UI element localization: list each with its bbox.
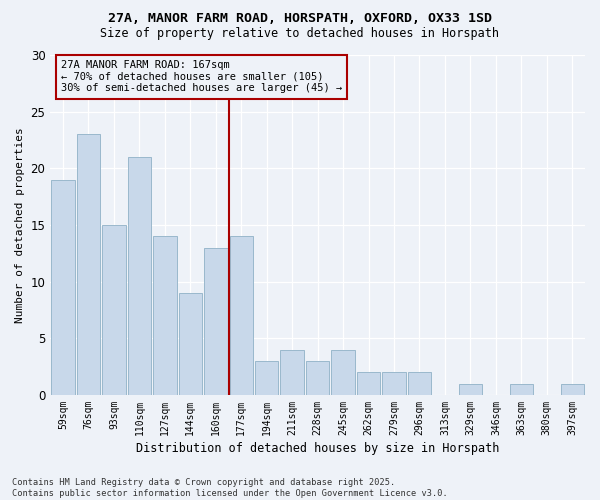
Bar — [52, 180, 75, 395]
Bar — [255, 361, 278, 395]
Bar — [408, 372, 431, 395]
Text: Contains HM Land Registry data © Crown copyright and database right 2025.
Contai: Contains HM Land Registry data © Crown c… — [12, 478, 448, 498]
Bar — [560, 384, 584, 395]
Y-axis label: Number of detached properties: Number of detached properties — [15, 127, 25, 323]
Text: 27A, MANOR FARM ROAD, HORSPATH, OXFORD, OX33 1SD: 27A, MANOR FARM ROAD, HORSPATH, OXFORD, … — [108, 12, 492, 26]
Bar — [153, 236, 176, 395]
Bar — [509, 384, 533, 395]
Bar — [204, 248, 227, 395]
Text: Size of property relative to detached houses in Horspath: Size of property relative to detached ho… — [101, 28, 499, 40]
Bar — [459, 384, 482, 395]
Bar — [357, 372, 380, 395]
X-axis label: Distribution of detached houses by size in Horspath: Distribution of detached houses by size … — [136, 442, 499, 455]
Bar — [331, 350, 355, 395]
Bar — [306, 361, 329, 395]
Text: 27A MANOR FARM ROAD: 167sqm
← 70% of detached houses are smaller (105)
30% of se: 27A MANOR FARM ROAD: 167sqm ← 70% of det… — [61, 60, 342, 94]
Bar — [102, 225, 125, 395]
Bar — [382, 372, 406, 395]
Bar — [128, 157, 151, 395]
Bar — [77, 134, 100, 395]
Bar — [179, 293, 202, 395]
Bar — [280, 350, 304, 395]
Bar — [230, 236, 253, 395]
